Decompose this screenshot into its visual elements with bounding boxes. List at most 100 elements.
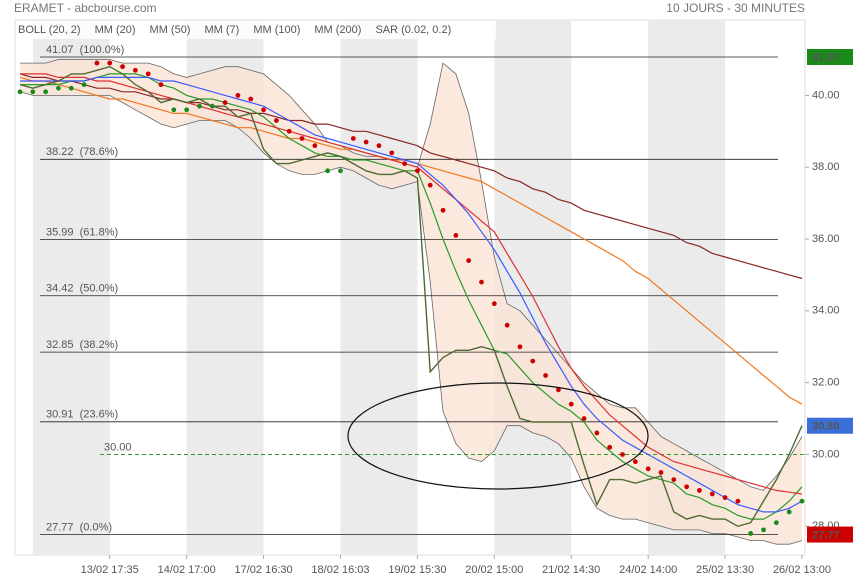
sar-dot [530,358,536,364]
sar-dot [427,182,433,188]
sar-dot [261,107,266,113]
sar-dot [761,527,766,533]
sar-dot [43,89,49,95]
sar-dot [184,107,190,113]
sar-dot [671,477,677,482]
chart-subtitle: 10 JOURS - 30 MINUTES [666,1,805,15]
sar-dot [145,71,151,77]
sar-dot [299,136,305,141]
sar-dot [479,279,484,285]
day-bands [32,20,726,555]
sar-dot [325,168,331,174]
fib-label: 35.99 (61.8%) [46,226,118,238]
sar-dot [132,67,138,73]
sar-dot [735,498,741,504]
legend-label: MM (7) [204,24,239,36]
reference-label: 30.00 [104,441,132,453]
x-tick-label: 18/02 16:03 [311,564,369,576]
price-marker [807,48,853,65]
x-tick-label: 20/02 15:00 [465,564,523,576]
sar-dot [17,89,23,95]
sar-dot [799,498,805,504]
legend-label: MM (20) [95,24,136,36]
x-tick-label: 24/02 14:00 [619,564,677,576]
sar-dot [722,495,728,500]
price-marker-label: 30.80 [812,421,840,433]
sar-dot [697,487,702,493]
sar-dot [222,100,228,105]
sar-dot [594,430,600,436]
plot: 41.07 (100.0%) 38.22 (78.6%) 35.99 (61.8%)… [17,44,805,545]
legend-label: SAR (0.02, 0.2) [375,24,451,36]
fib-label: 27.77 (0.0%) [46,521,112,533]
x-tick-label: 14/02 17:00 [158,564,216,576]
ma-line [20,76,803,513]
price-marker [807,417,853,434]
sar-dot [581,416,587,421]
sar-dot [709,491,715,497]
x-tick-label: 19/02 15:30 [388,564,446,576]
x-tick-label: 25/02 13:30 [696,564,754,576]
price-line [19,65,803,528]
fib-label: 30.91 (23.6%) [46,409,118,421]
sar-dot [556,387,561,393]
sar-dot [248,96,254,102]
y-tick-label: 40.00 [812,89,840,101]
y-tick-label: 36.00 [812,233,840,245]
sar-dot [158,82,164,88]
sar-dot [773,520,779,526]
bollinger-fill [20,59,802,545]
sar-dot [197,103,202,109]
sar-dot [504,322,510,328]
sar-dot [620,452,625,457]
sar-dot [81,82,87,88]
sar-dot [568,401,574,407]
sar-dot [632,459,638,465]
sar-dot [440,207,446,213]
fib-label: 38.22 (78.6%) [46,146,118,158]
legend: BOLL (20, 2) MM (20) MM (50) MM (7) MM (100)… [16,21,496,39]
price-marker-label: 41.07 [812,52,840,64]
chart-title: ERAMET - abcbourse.com [14,1,157,15]
legend-label: MM (200) [314,24,361,36]
ma-line [20,73,803,495]
sar-dot [453,233,459,238]
sar-dot [56,85,61,91]
x-tick-label: 17/02 16:30 [235,564,293,576]
sar-dot [389,150,395,156]
sar-dot [209,103,215,109]
price-marker [807,526,853,543]
sar-dot [376,143,382,149]
sar-dot [171,107,177,113]
y-tick-label: 30.00 [812,448,840,460]
day-band [494,20,572,555]
sar-dot [786,509,792,515]
sar-dot [338,168,343,174]
x-tick-label: 13/02 17:35 [81,564,139,576]
y-tick-label: 34.00 [812,305,840,317]
sar-dot [645,466,651,472]
sar-dot [235,93,241,98]
sar-dot [120,64,125,70]
sar-dot [312,143,318,149]
sar-dot [273,118,279,123]
bollinger-lower [19,91,803,545]
annotation-ellipse [347,382,649,490]
sar-dot [94,60,100,66]
fib-label: 32.85 (38.2%) [46,339,118,351]
day-band [32,20,110,555]
sar-dot [415,168,420,174]
sar-dot [286,128,292,134]
sar-dot [30,89,36,95]
y-tick-label: 38.00 [812,161,840,173]
x-tick-label: 21/02 14:30 [542,564,600,576]
y-tick-label: 32.00 [812,377,840,389]
day-band [340,20,418,555]
sar-dot [363,139,369,145]
legend-label: BOLL (20, 2) [18,24,81,36]
price-marker-label: 27.77 [812,529,840,541]
legend-label: MM (50) [150,24,191,36]
sar-dot [543,373,549,378]
sar-dot [517,344,523,350]
